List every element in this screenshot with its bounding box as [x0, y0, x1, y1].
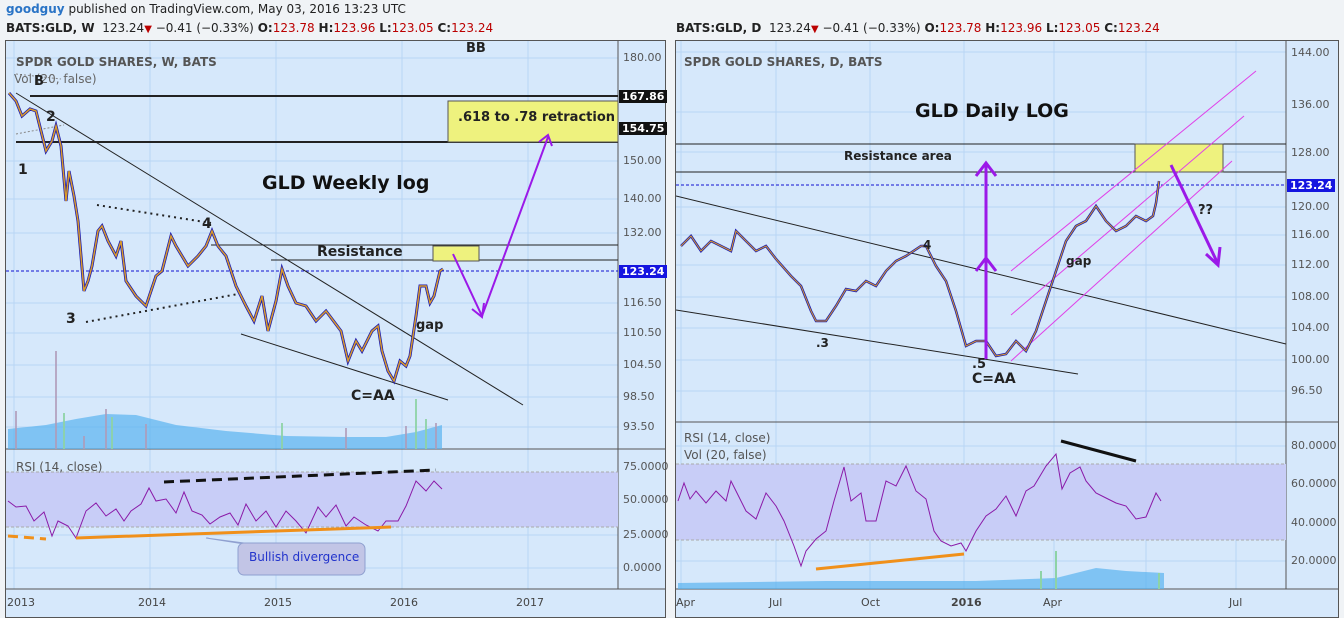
close-value: 123.24	[1117, 21, 1160, 35]
price-tag-lower: 154.75	[619, 122, 668, 135]
open-value: 123.78	[939, 21, 982, 35]
wave-label-2: 2	[46, 109, 56, 125]
wave-label-3: 3	[66, 311, 76, 327]
legend-title: SPDR GOLD SHARES, D, BATS	[684, 55, 883, 69]
high-value: 123.96	[1000, 21, 1043, 35]
divergence-callout: Bullish divergence	[249, 550, 360, 564]
wave-label-b: B	[34, 74, 44, 89]
bb-label: BB	[466, 41, 486, 56]
high-value: 123.96	[333, 21, 376, 35]
low-value: 123.05	[391, 21, 434, 35]
last-price: 123.24	[768, 21, 811, 35]
resistance-label: Resistance area	[844, 149, 952, 163]
publisher-username[interactable]: goodguy	[6, 2, 65, 16]
wave-label-1: 1	[18, 162, 28, 178]
wave-label-5: .5	[972, 357, 986, 372]
legend-title: SPDR GOLD SHARES, W, BATS	[16, 55, 217, 69]
publisher-line: goodguy published on TradingView.com, Ma…	[6, 2, 406, 16]
rsi-label: RSI (14, close)	[684, 431, 771, 445]
down-triangle-icon: ▼	[144, 24, 152, 35]
right-quote-bar: BATS:GLD, D 123.24▼ −0.41 (−0.33%) O:123…	[676, 21, 1160, 35]
close-value: 123.24	[451, 21, 494, 35]
symbol: BATS:GLD, W	[6, 21, 95, 35]
rsi-label: RSI (14, close)	[16, 460, 103, 474]
weekly-chart-panel[interactable]: SPDR GOLD SHARES, W, BATS Vol (20, false…	[5, 40, 669, 618]
daily-chart-svg	[676, 41, 1338, 590]
price-tag-upper: 167.86	[619, 90, 668, 103]
retraction-label: .618 to .78 retraction	[458, 110, 616, 125]
down-triangle-icon: ▼	[810, 24, 819, 35]
daily-chart-panel[interactable]: SPDR GOLD SHARES, D, BATS GLD Daily LOG …	[675, 40, 1339, 618]
gap-label: gap	[416, 318, 444, 333]
resistance-label: Resistance	[317, 244, 403, 260]
question-label: ??	[1198, 203, 1214, 218]
wave-label-3: .3	[816, 336, 829, 350]
last-price: 123.24	[102, 21, 145, 35]
gap-label: gap	[1066, 254, 1092, 268]
left-quote-bar: BATS:GLD, W 123.24▼ −0.41 (−0.33%) O:123…	[6, 21, 494, 35]
change: −0.41 (−0.33%)	[155, 21, 254, 35]
wave-label-4: 4	[202, 216, 212, 232]
bottom-label: C=AA	[972, 371, 1016, 387]
publish-info: published on TradingView.com, May 03, 20…	[68, 2, 406, 16]
title-annotation: GLD Weekly log	[262, 172, 430, 194]
vol-label: Vol (20, false)	[684, 448, 767, 462]
weekly-chart-svg	[6, 41, 665, 590]
title-annotation: GLD Daily LOG	[915, 100, 1069, 122]
low-value: 123.05	[1058, 21, 1101, 35]
last-price-tag: 123.24	[619, 265, 668, 278]
symbol: BATS:GLD, D	[676, 21, 762, 35]
change: −0.41 (−0.33%)	[822, 21, 921, 35]
legend-vol: Vol (20, false)	[14, 72, 97, 86]
bottom-label: C=AA	[351, 388, 395, 404]
open-value: 123.78	[272, 21, 315, 35]
last-price-tag: 123.24	[1287, 179, 1336, 192]
wave-label-4: 4	[923, 238, 932, 252]
